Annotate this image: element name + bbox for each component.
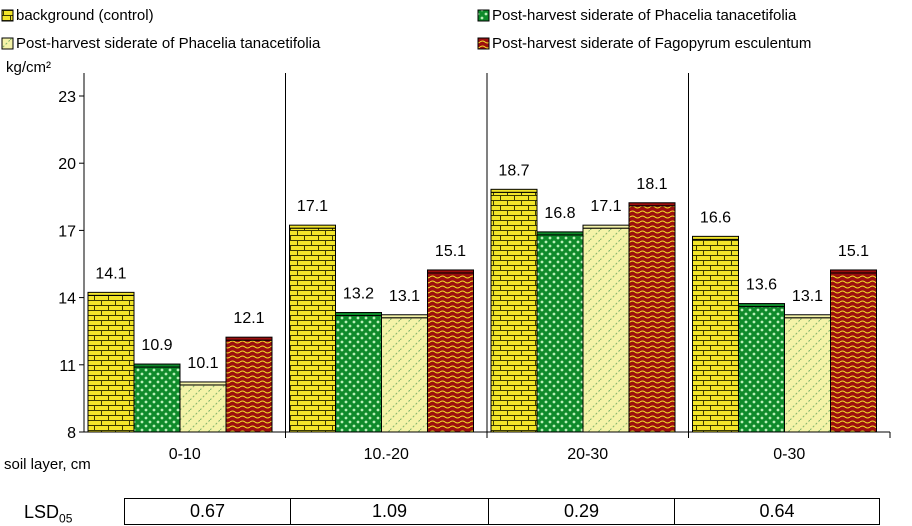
x-tick-label: 0-10 xyxy=(169,446,201,463)
bar-cap xyxy=(179,381,227,386)
bar xyxy=(582,227,630,433)
y-ticks: 8 11 14 17 20 23 xyxy=(58,89,84,442)
bar-cap xyxy=(87,291,135,296)
category-labels: 0-10 10.-20 20-30 0-30 xyxy=(169,446,806,463)
data-label: 10.9 xyxy=(141,337,172,354)
bar-cap xyxy=(692,235,739,240)
y-tick-label: 8 xyxy=(67,425,76,442)
bar xyxy=(692,238,739,433)
lsd-label: LSD05 xyxy=(24,502,73,526)
bar-cap xyxy=(582,224,630,229)
data-label: 12.1 xyxy=(233,310,264,327)
bar xyxy=(536,234,584,433)
data-label: 18.7 xyxy=(498,162,529,179)
data-labels: 14.1 10.9 10.1 12.1 17.1 13.2 13.1 15.1 18.7 16.8… xyxy=(95,162,869,372)
data-label: 15.1 xyxy=(838,243,869,260)
x-tick-label: 20-30 xyxy=(567,446,608,463)
bar xyxy=(381,317,428,433)
legend-label: background (control) xyxy=(16,7,154,24)
legend-item-control: background (control) xyxy=(1,7,154,24)
data-label: 15.1 xyxy=(435,243,466,260)
bar-cap xyxy=(536,231,584,236)
bar xyxy=(133,366,181,433)
data-label: 18.1 xyxy=(636,176,667,193)
lsd-value-cell: 0.29 xyxy=(488,499,674,524)
bar-cap xyxy=(133,363,181,368)
legend-label: Post-harvest siderate of Phacelia tanace… xyxy=(492,7,797,24)
bar-cap xyxy=(225,336,273,341)
bar-cap xyxy=(490,188,538,193)
y-tick-label: 20 xyxy=(58,156,76,173)
legend: background (control) Post-harvest sidera… xyxy=(1,7,811,52)
bar xyxy=(628,205,676,433)
lsd-value-cell: 0.64 xyxy=(674,499,879,524)
lsd-table: LSD05 0.67 1.09 0.29 0.64 xyxy=(0,498,912,526)
bar xyxy=(784,317,831,433)
data-label: 16.8 xyxy=(544,205,575,222)
bar xyxy=(225,339,273,433)
bar xyxy=(87,294,135,433)
bar xyxy=(490,191,538,433)
data-label: 13.6 xyxy=(746,277,777,294)
data-label: 17.1 xyxy=(590,198,621,215)
legend-item-phacelia-pale: Post-harvest siderate of Phacelia tanace… xyxy=(1,35,321,52)
bar-cap xyxy=(381,314,428,319)
bar-cap xyxy=(289,224,336,229)
bars xyxy=(87,188,877,433)
legend-label: Post-harvest siderate of Phacelia tanace… xyxy=(16,35,321,52)
x-tick-label: 0-30 xyxy=(773,446,805,463)
data-label: 17.1 xyxy=(297,198,328,215)
data-label: 13.1 xyxy=(389,288,420,305)
y-tick-label: 14 xyxy=(58,291,76,308)
bar-cap xyxy=(335,312,382,317)
legend-item-phacelia-green: Post-harvest siderate of Phacelia tanace… xyxy=(477,7,797,24)
data-label: 14.1 xyxy=(95,265,126,282)
lsd-value-cell: 0.67 xyxy=(189,501,226,521)
x-tick-label: 10.-20 xyxy=(364,446,409,463)
lsd-values-row: 0.67 1.09 0.29 0.64 xyxy=(124,498,880,525)
data-label: 13.1 xyxy=(792,288,823,305)
bar-cap xyxy=(830,269,877,274)
data-label: 13.2 xyxy=(343,286,374,303)
bar-cap xyxy=(738,303,785,308)
group-separators xyxy=(285,73,891,438)
y-tick-label: 11 xyxy=(59,358,76,375)
bar xyxy=(179,384,227,433)
x-axis-label: soil layer, cm xyxy=(4,456,91,473)
data-label: 10.1 xyxy=(187,355,218,372)
legend-label: Post-harvest siderate of Fagopyrum escul… xyxy=(492,35,811,52)
y-tick-label: 23 xyxy=(58,89,76,106)
bar-cap xyxy=(628,202,676,207)
bar xyxy=(335,315,382,433)
bar xyxy=(289,227,336,433)
legend-item-fagopyrum: Post-harvest siderate of Fagopyrum escul… xyxy=(477,35,811,52)
y-axis-label: kg/cm² xyxy=(6,59,51,76)
y-tick-label: 17 xyxy=(58,223,76,240)
bar-cap xyxy=(784,314,831,319)
bar xyxy=(738,306,785,433)
bar xyxy=(830,272,877,433)
data-label: 16.6 xyxy=(700,209,731,226)
bar-cap xyxy=(427,269,474,274)
bar xyxy=(427,272,474,433)
lsd-value-cell: 1.09 xyxy=(290,499,488,524)
bar-chart: background (control) Post-harvest sidera… xyxy=(1,7,891,473)
